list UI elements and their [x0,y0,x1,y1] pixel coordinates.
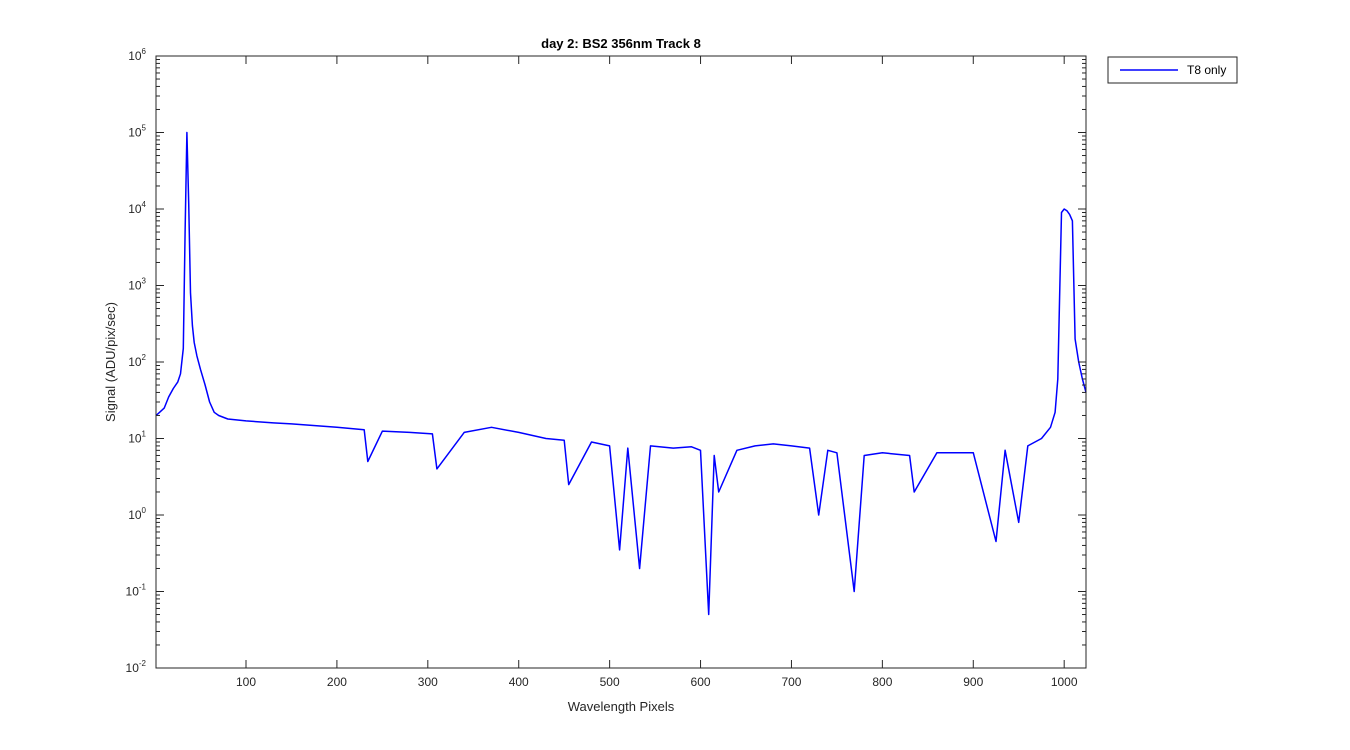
y-tick-label: 10-1 [126,583,147,599]
series-line-0 [155,131,1087,616]
x-tick-label: 200 [327,675,347,689]
x-tick-label: 100 [236,675,256,689]
legend-entry-label: T8 only [1187,63,1226,77]
x-tick-label: 800 [872,675,892,689]
x-tick-label: 1000 [1051,675,1078,689]
x-tick-label: 400 [509,675,529,689]
plot-area [156,56,1086,668]
x-tick-label: 300 [418,675,438,689]
x-tick-label: 500 [600,675,620,689]
legend: T8 only [1107,56,1238,84]
x-tick-label: 900 [963,675,983,689]
y-tick-label: 105 [128,124,146,140]
y-tick-label: 103 [128,277,146,293]
y-tick-label: 104 [128,200,146,216]
x-tick-label: 700 [781,675,801,689]
y-tick-label: 101 [128,430,146,446]
y-tick-label: 100 [128,506,146,522]
y-tick-label: 106 [128,47,146,63]
series-layer [155,131,1087,616]
y-tick-label: 10-2 [126,659,147,675]
y-tick-label: 102 [128,353,146,369]
x-axis-ticks: 100 200 300 400 500 600 700 800 900 1000 [236,56,1078,689]
x-axis-label: Wavelength Pixels [568,699,675,714]
x-tick-label: 600 [691,675,711,689]
chart-title: day 2: BS2 356nm Track 8 [541,36,701,51]
y-axis-label: Signal (ADU/pix/sec) [103,302,118,422]
y-axis-ticks: 10-2 10-1 100 101 102 103 104 105 106 [126,47,1086,675]
